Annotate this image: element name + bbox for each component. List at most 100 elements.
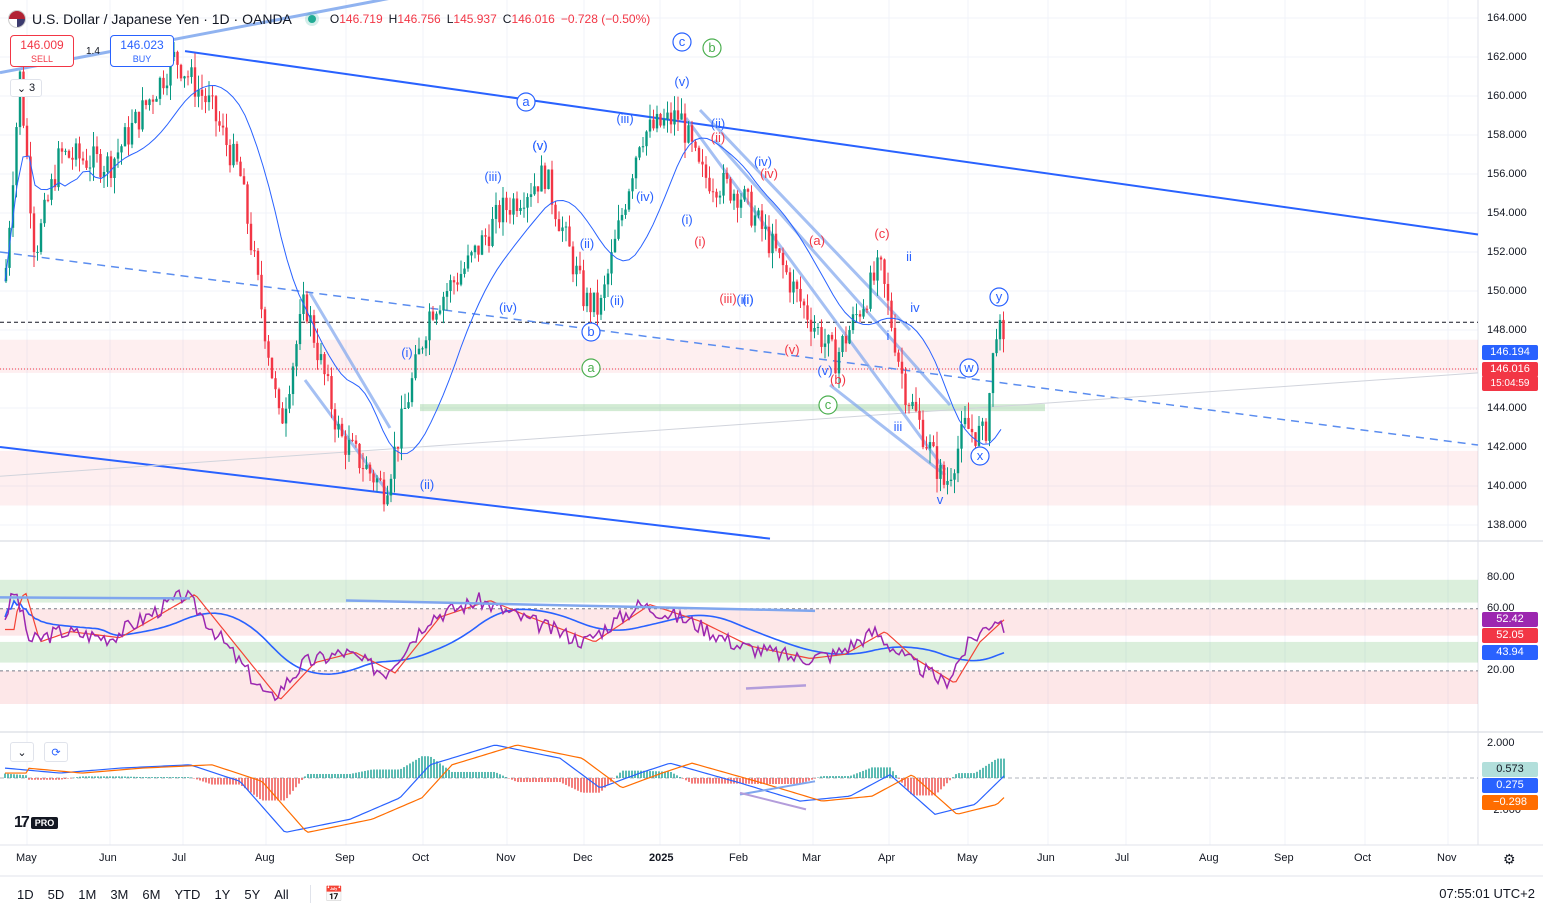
candle-body — [235, 143, 239, 162]
macd-histogram-bar — [253, 778, 255, 795]
timeframe-all[interactable]: All — [274, 886, 289, 902]
macd-histogram-bar — [112, 776, 114, 778]
candle-body — [120, 146, 123, 153]
settings-icon[interactable]: ⚙ — [1503, 851, 1516, 867]
circled-wave-marker — [672, 32, 692, 52]
macd-histogram-bar — [712, 778, 714, 784]
candle-body — [74, 143, 78, 160]
candle-body — [883, 259, 886, 284]
candle-body — [400, 408, 403, 449]
macd-histogram-bar — [922, 778, 924, 796]
sell-button[interactable]: 146.009 SELL — [10, 35, 74, 67]
macd-histogram-bar — [529, 778, 531, 783]
candle-body — [365, 464, 368, 469]
macd-histogram-bar — [826, 776, 828, 778]
macd-histogram-bar — [349, 773, 351, 778]
macd-histogram-bar — [394, 769, 396, 778]
macd-histogram-bar — [709, 778, 711, 784]
timeframe-1d[interactable]: 1D — [17, 886, 34, 902]
rsi-ma-line — [5, 592, 1005, 700]
macd-histogram-bar — [289, 778, 291, 795]
macd-histogram-bar — [631, 770, 633, 778]
timeframe-3m[interactable]: 3M — [110, 886, 129, 902]
timeframe-1y[interactable]: 1Y — [214, 886, 231, 902]
date-range-calendar-icon[interactable]: 📅 — [324, 886, 344, 903]
candle-body — [645, 131, 648, 147]
time-axis-label: Sep — [335, 852, 355, 864]
candle-body — [865, 308, 869, 310]
rsi-overbought-zone — [0, 579, 1478, 603]
candle-body — [39, 223, 43, 252]
macd-histogram-bar — [817, 777, 819, 778]
macd-histogram-bar — [259, 778, 261, 800]
clock[interactable]: 07:55:01 UTC+2 — [1439, 886, 1535, 901]
wave-channel-line — [698, 108, 912, 332]
macd-histogram-bar — [952, 777, 954, 778]
candle-body — [893, 327, 897, 353]
timeframe-6m[interactable]: 6M — [142, 886, 161, 902]
timeframe-5d[interactable]: 5D — [47, 886, 65, 902]
candle-body — [774, 233, 778, 249]
circled-wave-marker — [581, 322, 601, 342]
time-axis-label: Jul — [172, 852, 187, 864]
buy-button[interactable]: 146.023 BUY — [110, 35, 174, 67]
candle-body — [939, 464, 942, 479]
time-axis-label: Aug — [1199, 852, 1219, 864]
candle-body — [585, 292, 589, 307]
macd-histogram-bar — [490, 771, 492, 778]
macd-histogram-bar — [499, 774, 501, 778]
candle-body — [88, 167, 92, 169]
macd-histogram-bar — [574, 778, 576, 790]
symbol-title[interactable]: U.S. Dollar / Japanese Yen · 1D · OANDA — [32, 11, 292, 27]
macd-histogram-bar — [43, 778, 45, 780]
candle-body — [172, 51, 176, 57]
macd-histogram-bar — [721, 778, 723, 784]
candle-body — [879, 257, 883, 260]
macd-histogram-bar — [22, 775, 24, 778]
macd-histogram-bar — [559, 778, 561, 783]
macd-histogram-bar — [25, 775, 27, 778]
macd-histogram-bar — [844, 776, 846, 778]
macd-collapse-button[interactable]: ⌄ — [10, 742, 34, 762]
macd-histogram-bar — [322, 773, 324, 778]
price-axis-label: 158.000 — [1487, 129, 1527, 141]
timeframe-5y[interactable]: 5Y — [244, 886, 261, 902]
candle-body — [477, 245, 480, 255]
macd-histogram-bar — [910, 778, 912, 795]
tradingview-logo[interactable]: 17 PRO — [14, 814, 59, 832]
candle-body — [928, 442, 932, 449]
macd-histogram-bar — [565, 778, 567, 785]
candle-body — [358, 443, 361, 469]
price-axis-label: 152.000 — [1487, 246, 1527, 258]
rsi-trendline — [0, 596, 191, 600]
macd-histogram-bar — [436, 761, 438, 778]
macd-histogram-bar — [895, 775, 897, 778]
macd-reload-button[interactable]: ⟳ — [44, 742, 68, 762]
candle-body — [687, 125, 690, 143]
candle-body — [641, 146, 645, 148]
wave-label-blue: (iii) — [736, 292, 753, 307]
time-axis-label: May — [16, 852, 37, 864]
candle-body — [921, 419, 925, 448]
candle-body — [953, 473, 956, 480]
macd-histogram-bar — [640, 770, 642, 778]
macd-histogram-bar — [676, 775, 678, 778]
candle-body — [529, 194, 533, 198]
timeframe-ytd[interactable]: YTD — [174, 886, 201, 902]
candle-body — [564, 226, 568, 228]
macd-histogram-bar — [667, 771, 669, 778]
candle-body — [711, 191, 715, 193]
price-axis-label: 150.000 — [1487, 285, 1527, 297]
candle-body — [764, 226, 767, 229]
wave-label-red: (i) — [694, 234, 706, 249]
macd-histogram-bar — [856, 773, 858, 778]
candle-body — [897, 352, 900, 362]
candle-body — [578, 265, 582, 271]
indicator-collapse-button[interactable]: ⌄ 3 — [10, 79, 42, 97]
timeframe-1m[interactable]: 1M — [78, 886, 97, 902]
macd-histogram-bar — [265, 778, 267, 801]
circled-wave-marker — [959, 358, 979, 378]
macd-histogram-bar — [751, 778, 753, 784]
candle-body — [515, 198, 519, 212]
